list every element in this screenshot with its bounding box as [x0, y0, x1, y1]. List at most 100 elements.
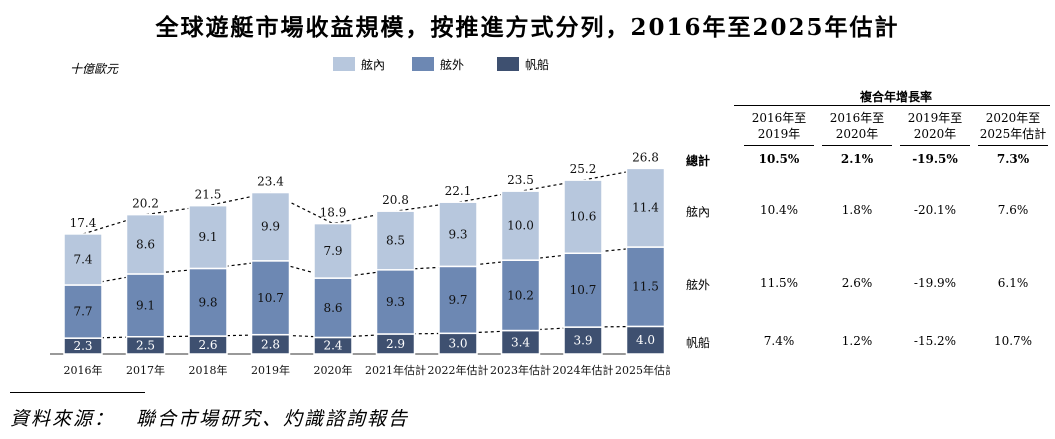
data-label: 9.7	[448, 293, 467, 307]
source-note: 資料來源： 聯合市場研究、灼識諮詢報告	[10, 408, 410, 430]
bar-segment-inboard	[375, 210, 416, 271]
cagr-cell: 10.7%	[993, 334, 1033, 348]
legend-item-inboard: 舷內	[333, 56, 385, 72]
data-label: 10.6	[570, 210, 597, 224]
cagr-row-label-inboard: 舷內	[686, 205, 711, 219]
data-label: 7.7	[73, 305, 92, 319]
legend-swatch-sail	[497, 57, 519, 71]
data-label: 2.4	[323, 339, 342, 353]
cagr-cell: 2.1%	[840, 152, 874, 166]
bar-segment-outboard	[125, 273, 166, 338]
bar-segment-outboard	[500, 259, 541, 332]
bar-segment-outboard	[313, 277, 353, 339]
cagr-col-header-2: 2016年至 2020年	[829, 111, 885, 141]
cagr-col-rule	[822, 145, 892, 146]
data-label: 9.1	[198, 230, 217, 244]
legend-label-sail: 帆船	[525, 57, 550, 72]
total-label: 21.5	[195, 188, 222, 202]
data-label: 8.6	[136, 237, 155, 251]
bar-segment-outboard	[63, 284, 103, 339]
cagr-cell: 11.5%	[759, 276, 799, 290]
total-label: 23.5	[507, 173, 534, 187]
legend-item-sail: 帆船	[497, 56, 549, 72]
cagr-col-rule	[978, 145, 1048, 146]
x-tick-label: 2022年估計	[428, 363, 489, 377]
bar-segment-outboard	[625, 246, 666, 328]
x-tick-label: 2020年	[314, 363, 353, 377]
cagr-row-label-total: 總計	[686, 154, 711, 168]
data-label: 8.5	[386, 233, 405, 247]
bar-segment-inboard	[63, 233, 103, 286]
cagr-cell: 2.6%	[841, 276, 873, 290]
legend-label-inboard: 舷內	[361, 57, 386, 72]
x-tick-label: 2019年	[251, 363, 290, 377]
cagr-row-label-sail: 帆船	[686, 336, 711, 350]
bar-segment-inboard	[563, 179, 603, 255]
bar-segment-outboard	[438, 265, 478, 335]
cagr-cell: 6.1%	[997, 276, 1029, 290]
bar-segment-sail	[563, 326, 603, 355]
data-label: 9.1	[136, 298, 155, 312]
cagr-cell: 1.8%	[841, 203, 873, 217]
data-label: 4.0	[636, 333, 655, 347]
cagr-col-header-4: 2020年至 2025年估計	[979, 111, 1047, 141]
x-tick-label: 2021年估計	[365, 363, 426, 377]
cagr-col-rule	[900, 145, 970, 146]
data-label: 10.7	[257, 291, 284, 305]
cagr-cell: 7.4%	[763, 334, 795, 348]
total-label: 23.4	[257, 175, 284, 189]
cagr-cell: 10.4%	[759, 203, 799, 217]
data-label: 9.8	[198, 295, 217, 309]
cagr-cell: -19.9%	[913, 276, 957, 290]
cagr-col-rule	[744, 145, 814, 146]
total-label: 20.8	[382, 193, 409, 207]
source-rule	[10, 392, 145, 393]
total-label: 18.9	[320, 206, 347, 220]
unit-label: 十億歐元	[70, 62, 119, 76]
bar-segment-inboard	[188, 204, 228, 270]
cagr-col-header-1: 2016年至 2019年	[751, 111, 807, 141]
cagr-heading: 複合年增長率	[860, 90, 933, 104]
bar-segment-inboard	[438, 201, 478, 268]
data-label: 2.6	[198, 338, 217, 352]
bar-segment-inboard	[313, 222, 353, 279]
bar-segment-inboard	[625, 167, 666, 248]
data-label: 2.3	[73, 339, 92, 353]
data-label: 8.6	[323, 301, 342, 315]
cagr-heading-rule	[734, 105, 1050, 106]
bar-segment-inboard	[125, 213, 166, 275]
data-label: 3.4	[511, 335, 530, 349]
chart-title: 全球遊艇市場收益規模，按推進方式分列，2016年至2025年估計	[155, 14, 900, 41]
x-tick-label: 2016年	[64, 363, 103, 377]
data-label: 9.9	[261, 220, 280, 234]
data-label: 2.5	[136, 338, 155, 352]
data-label: 11.5	[632, 280, 659, 294]
cagr-cell: -15.2%	[913, 334, 957, 348]
bar-segment-inboard	[250, 191, 291, 262]
legend-label-outboard: 舷外	[440, 57, 465, 72]
cagr-cell: 7.6%	[997, 203, 1029, 217]
trend-line-outboard	[82, 246, 646, 286]
total-label: 17.4	[70, 216, 97, 230]
data-label: 9.3	[448, 227, 467, 241]
total-label: 20.2	[132, 197, 159, 211]
cagr-cell: 10.5%	[758, 152, 800, 166]
cagr-col-header-3: 2019年至 2020年	[907, 111, 963, 141]
data-label: 7.9	[323, 244, 342, 258]
cagr-cell: -20.1%	[913, 203, 957, 217]
total-label: 22.1	[445, 184, 472, 198]
total-label: 26.8	[632, 150, 659, 164]
data-label: 3.9	[573, 334, 592, 348]
x-tick-label: 2024年估計	[553, 363, 614, 377]
data-label: 3.0	[448, 337, 467, 351]
data-label: 10.2	[507, 288, 534, 302]
cagr-cell: -19.5%	[912, 152, 958, 166]
cagr-row-label-outboard: 舷外	[686, 278, 711, 292]
legend-item-outboard: 舷外	[412, 56, 464, 72]
x-tick-label: 2018年	[189, 363, 228, 377]
bar-segment-inboard	[500, 190, 541, 261]
x-tick-label: 2023年估計	[490, 363, 551, 377]
data-label: 2.9	[386, 337, 405, 351]
data-label: 11.4	[632, 201, 659, 215]
legend-swatch-inboard	[333, 57, 355, 71]
